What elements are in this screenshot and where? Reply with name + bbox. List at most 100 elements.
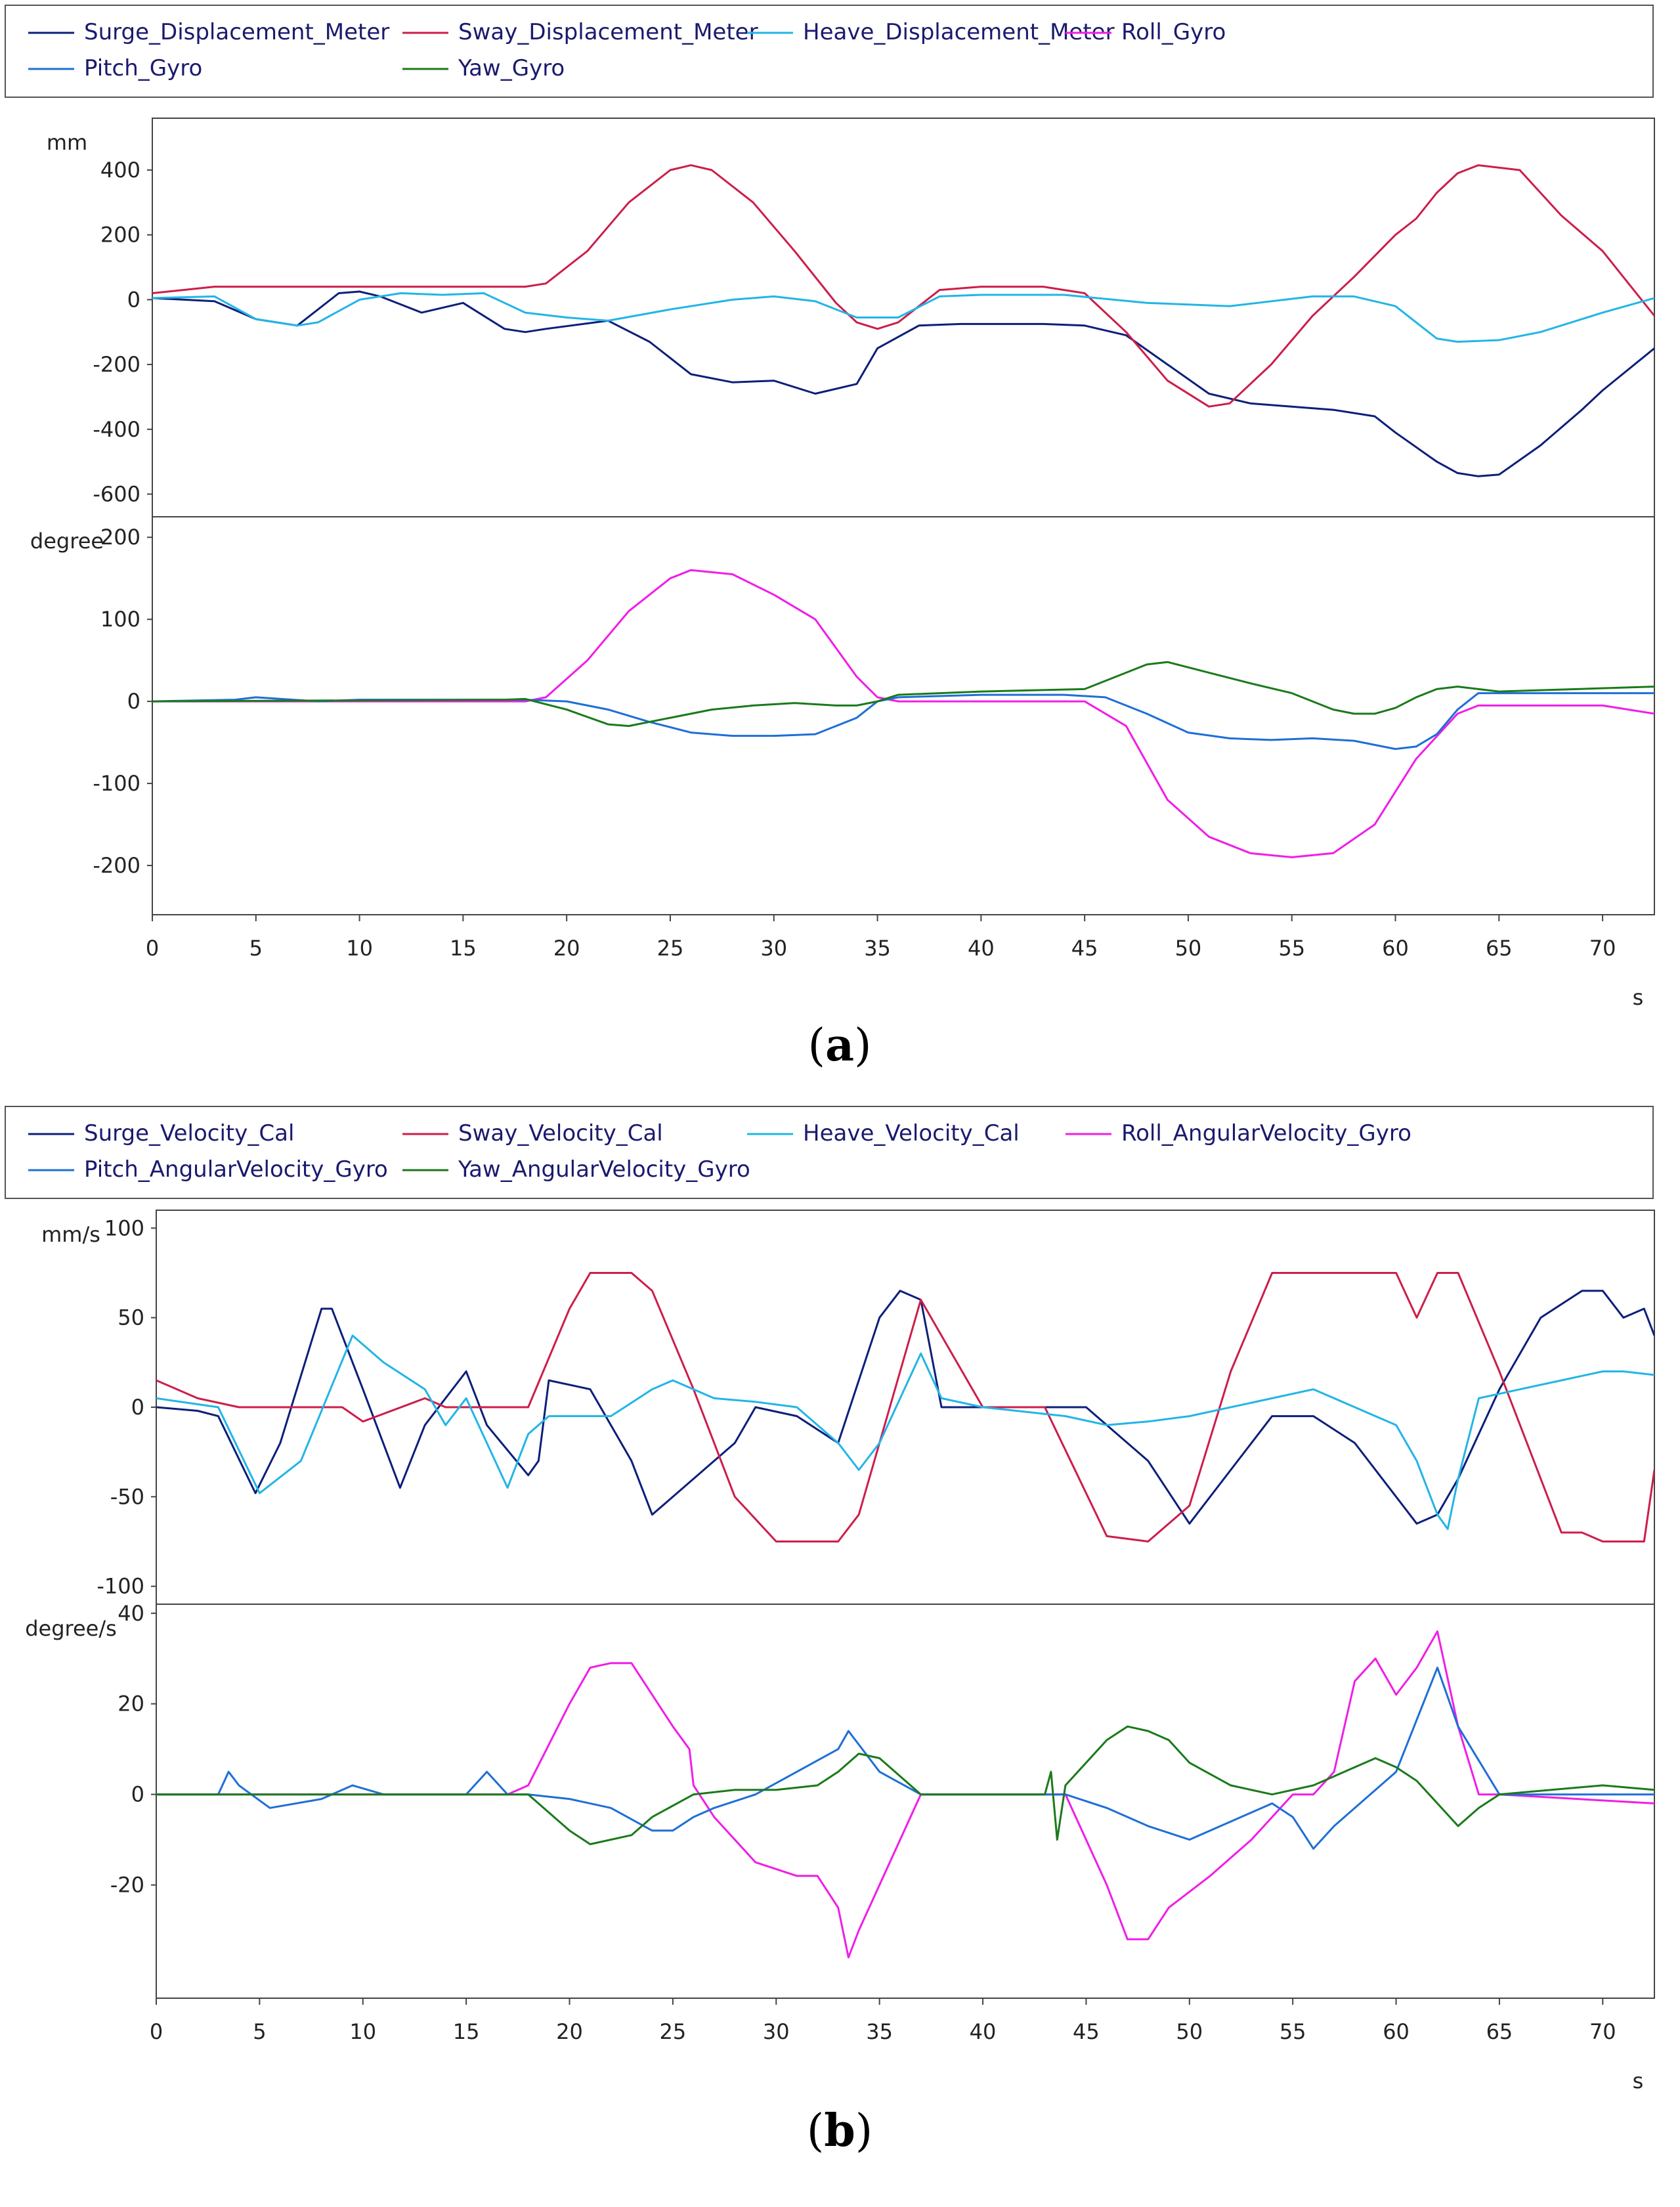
y-tick-label: -100 — [93, 771, 140, 796]
legend-label: Pitch_AngularVelocity_Gyro — [84, 1156, 388, 1183]
x-tick-label: 30 — [763, 2019, 790, 2044]
legend-entry: Heave_Velocity_Cal — [747, 1120, 1020, 1147]
x-tick-label: 40 — [970, 2019, 997, 2044]
plot-frame — [156, 1604, 1655, 1999]
y-tick-label: 20 — [118, 1692, 144, 1716]
subplot-degree-s: degree/s40 20 0 -20 — [25, 1601, 1655, 1999]
legend-entry: Pitch_AngularVelocity_Gyro — [28, 1156, 388, 1183]
legend-entry: Pitch_Gyro — [28, 55, 202, 81]
x-axis-unit-label: s — [1633, 985, 1644, 1010]
chart-panel-a: Surge_Displacement_Meter Sway_Displacemen… — [5, 5, 1655, 1072]
x-tick-label: 20 — [556, 2019, 583, 2044]
plot-frame — [156, 1210, 1655, 1605]
chart-panel-b: Surge_Velocity_Cal Sway_Velocity_Cal Heave… — [5, 1106, 1655, 2157]
x-tick-label: 5 — [249, 936, 263, 961]
x-tick-label: 55 — [1278, 936, 1305, 961]
x-tick-label: 0 — [146, 936, 159, 961]
subplot-mm-s: mm/s 100 50 0 -50 -100 — [41, 1210, 1655, 1605]
plot-frame — [152, 516, 1655, 915]
x-tick-label: 20 — [553, 936, 580, 961]
legend-frame — [5, 1106, 1654, 1199]
x-axis-unit-label: s — [1633, 2068, 1644, 2093]
series-line-sway-velocity-cal — [156, 1272, 1654, 1542]
x-tick-label: 25 — [660, 2019, 687, 2044]
panel-label-letter: b — [824, 2105, 855, 2157]
x-tick-label: 10 — [349, 2019, 376, 2044]
y-tick-label: 50 — [118, 1305, 144, 1330]
series-line-surge-velocity-cal — [156, 1290, 1654, 1525]
x-tick-label: 30 — [760, 936, 787, 961]
legend-entry: Heave_Displacement_Meter — [747, 19, 1115, 45]
panel-label-close: ) — [855, 2105, 873, 2157]
legend: Surge_Velocity_Cal Sway_Velocity_Cal Heave… — [5, 1106, 1654, 1199]
y-tick-label: -100 — [97, 1574, 144, 1599]
series-line-sway-displacement-meter — [152, 164, 1654, 408]
legend-label: Roll_Gyro — [1121, 19, 1226, 45]
x-tick-label: 15 — [453, 2019, 480, 2044]
y-tick-label: -20 — [110, 1873, 144, 1898]
y-tick-label: 0 — [127, 689, 140, 714]
series-line-heave-velocity-cal — [156, 1334, 1654, 1530]
y-tick-label: 0 — [127, 287, 140, 312]
axis-unit-label: mm — [47, 130, 87, 155]
axis-unit-label: degree — [30, 529, 104, 554]
legend-label: Yaw_Gyro — [458, 55, 565, 81]
y-tick-label: 400 — [100, 158, 140, 183]
legend-label: Yaw_AngularVelocity_Gyro — [458, 1156, 750, 1183]
subplot-mm: mm 400 200 0 -200 -400 -600 — [47, 118, 1655, 517]
y-tick-label: 40 — [118, 1601, 144, 1626]
axis-unit-label: mm/s — [41, 1222, 100, 1247]
legend-entry: Surge_Velocity_Cal — [28, 1120, 294, 1147]
legend-entry: Yaw_Gyro — [402, 55, 565, 81]
x-tick-label: 55 — [1280, 2019, 1306, 2044]
legend: Surge_Displacement_Meter Sway_Displacemen… — [5, 5, 1654, 98]
legend-label: Surge_Velocity_Cal — [84, 1120, 294, 1147]
series-line-roll-gyro — [152, 569, 1654, 858]
legend-entry: Roll_Gyro — [1066, 19, 1226, 45]
x-tick-label: 15 — [450, 936, 477, 961]
y-tick-label: 0 — [131, 1395, 144, 1420]
series-line-surge-displacement-meter — [152, 290, 1654, 477]
y-tick-label: 200 — [100, 223, 140, 248]
legend-entry: Yaw_AngularVelocity_Gyro — [402, 1156, 750, 1183]
y-tick-label: 0 — [131, 1782, 144, 1807]
x-tick-label: 70 — [1589, 936, 1616, 961]
legend-entry: Sway_Velocity_Cal — [402, 1120, 663, 1147]
legend-frame — [5, 5, 1654, 98]
legend-entry: Surge_Displacement_Meter — [28, 19, 389, 45]
panel-label-close: ) — [854, 1020, 872, 1072]
axis-unit-label: degree/s — [25, 1616, 117, 1641]
legend-entry: Sway_Displacement_Meter — [402, 19, 758, 45]
x-tick-label: 25 — [657, 936, 684, 961]
x-tick-label: 50 — [1175, 936, 1202, 961]
y-tick-label: -200 — [93, 853, 140, 878]
x-tick-label: 50 — [1176, 2019, 1203, 2044]
y-tick-label: -200 — [93, 352, 140, 377]
x-tick-label: 45 — [1073, 2019, 1100, 2044]
legend-label: Roll_AngularVelocity_Gyro — [1121, 1120, 1411, 1147]
legend-label: Pitch_Gyro — [84, 55, 202, 81]
x-tick-label: 65 — [1486, 2019, 1513, 2044]
panel-label: (b) — [807, 2105, 873, 2157]
panel-label: (a) — [808, 1019, 871, 1072]
y-tick-label: 100 — [104, 1215, 144, 1240]
series-line-heave-displacement-meter — [152, 292, 1654, 343]
y-tick-label: -50 — [110, 1484, 144, 1509]
legend-entry: Roll_AngularVelocity_Gyro — [1066, 1120, 1411, 1147]
x-tick-label: 5 — [253, 2019, 266, 2044]
x-axis: 0 5 10 15 20 25 30 35 40 45 50 55 60 65 70 s — [146, 915, 1644, 1010]
legend-label: Heave_Velocity_Cal — [803, 1120, 1020, 1147]
legend-label: Sway_Displacement_Meter — [458, 19, 758, 45]
panel-label-open: ( — [807, 2105, 825, 2157]
legend-label: Surge_Displacement_Meter — [84, 19, 389, 45]
series-line-yaw-gyro — [152, 661, 1654, 728]
x-tick-label: 60 — [1382, 936, 1409, 961]
series-line-pitch-angularvelocity-gyro — [156, 1667, 1654, 1850]
x-tick-label: 45 — [1071, 936, 1098, 961]
x-tick-label: 40 — [968, 936, 995, 961]
x-tick-label: 70 — [1589, 2019, 1616, 2044]
panel-label-open: ( — [808, 1020, 825, 1072]
x-axis: 0 5 10 15 20 25 30 35 40 45 50 55 60 65 70 s — [150, 1998, 1644, 2093]
